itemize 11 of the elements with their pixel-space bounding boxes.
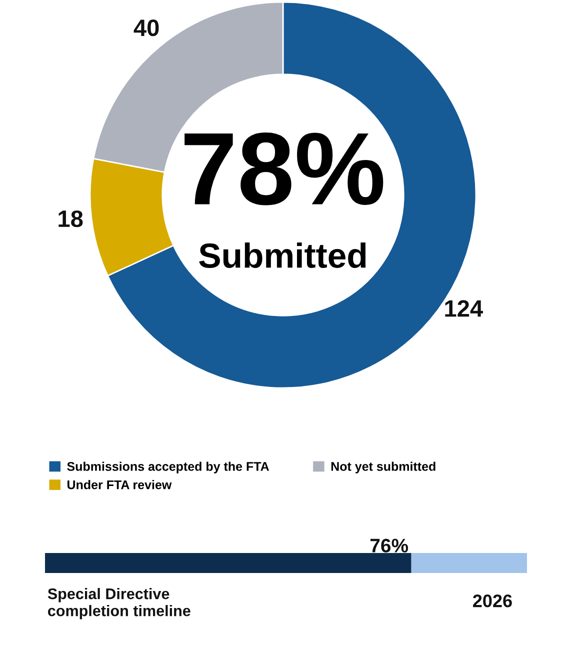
data-label: 124: [445, 300, 483, 317]
data-label: 76%: [370, 538, 408, 552]
text: Submitted: [199, 242, 366, 268]
text: 2026: [473, 594, 512, 608]
legend-label: Submissions accepted by the FTA: [67, 462, 270, 474]
data-label: 18: [58, 210, 83, 228]
legend-label: Not yet submitted: [331, 462, 436, 474]
text: Special Directive completion timeline: [48, 588, 190, 620]
data-label: 40: [134, 19, 159, 36]
text: 78%: [184, 132, 384, 206]
legend-label: Under FTA review: [68, 480, 172, 490]
